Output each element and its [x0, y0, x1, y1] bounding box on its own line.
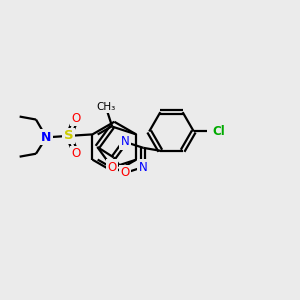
- Text: S: S: [64, 129, 74, 142]
- Text: N: N: [121, 135, 129, 148]
- Text: N: N: [41, 131, 52, 144]
- Text: N: N: [139, 160, 148, 173]
- Text: CH₃: CH₃: [96, 102, 116, 112]
- Text: O: O: [71, 147, 81, 160]
- Text: O: O: [108, 161, 117, 174]
- Text: O: O: [71, 112, 81, 124]
- Text: Cl: Cl: [212, 125, 225, 138]
- Text: O: O: [120, 167, 130, 179]
